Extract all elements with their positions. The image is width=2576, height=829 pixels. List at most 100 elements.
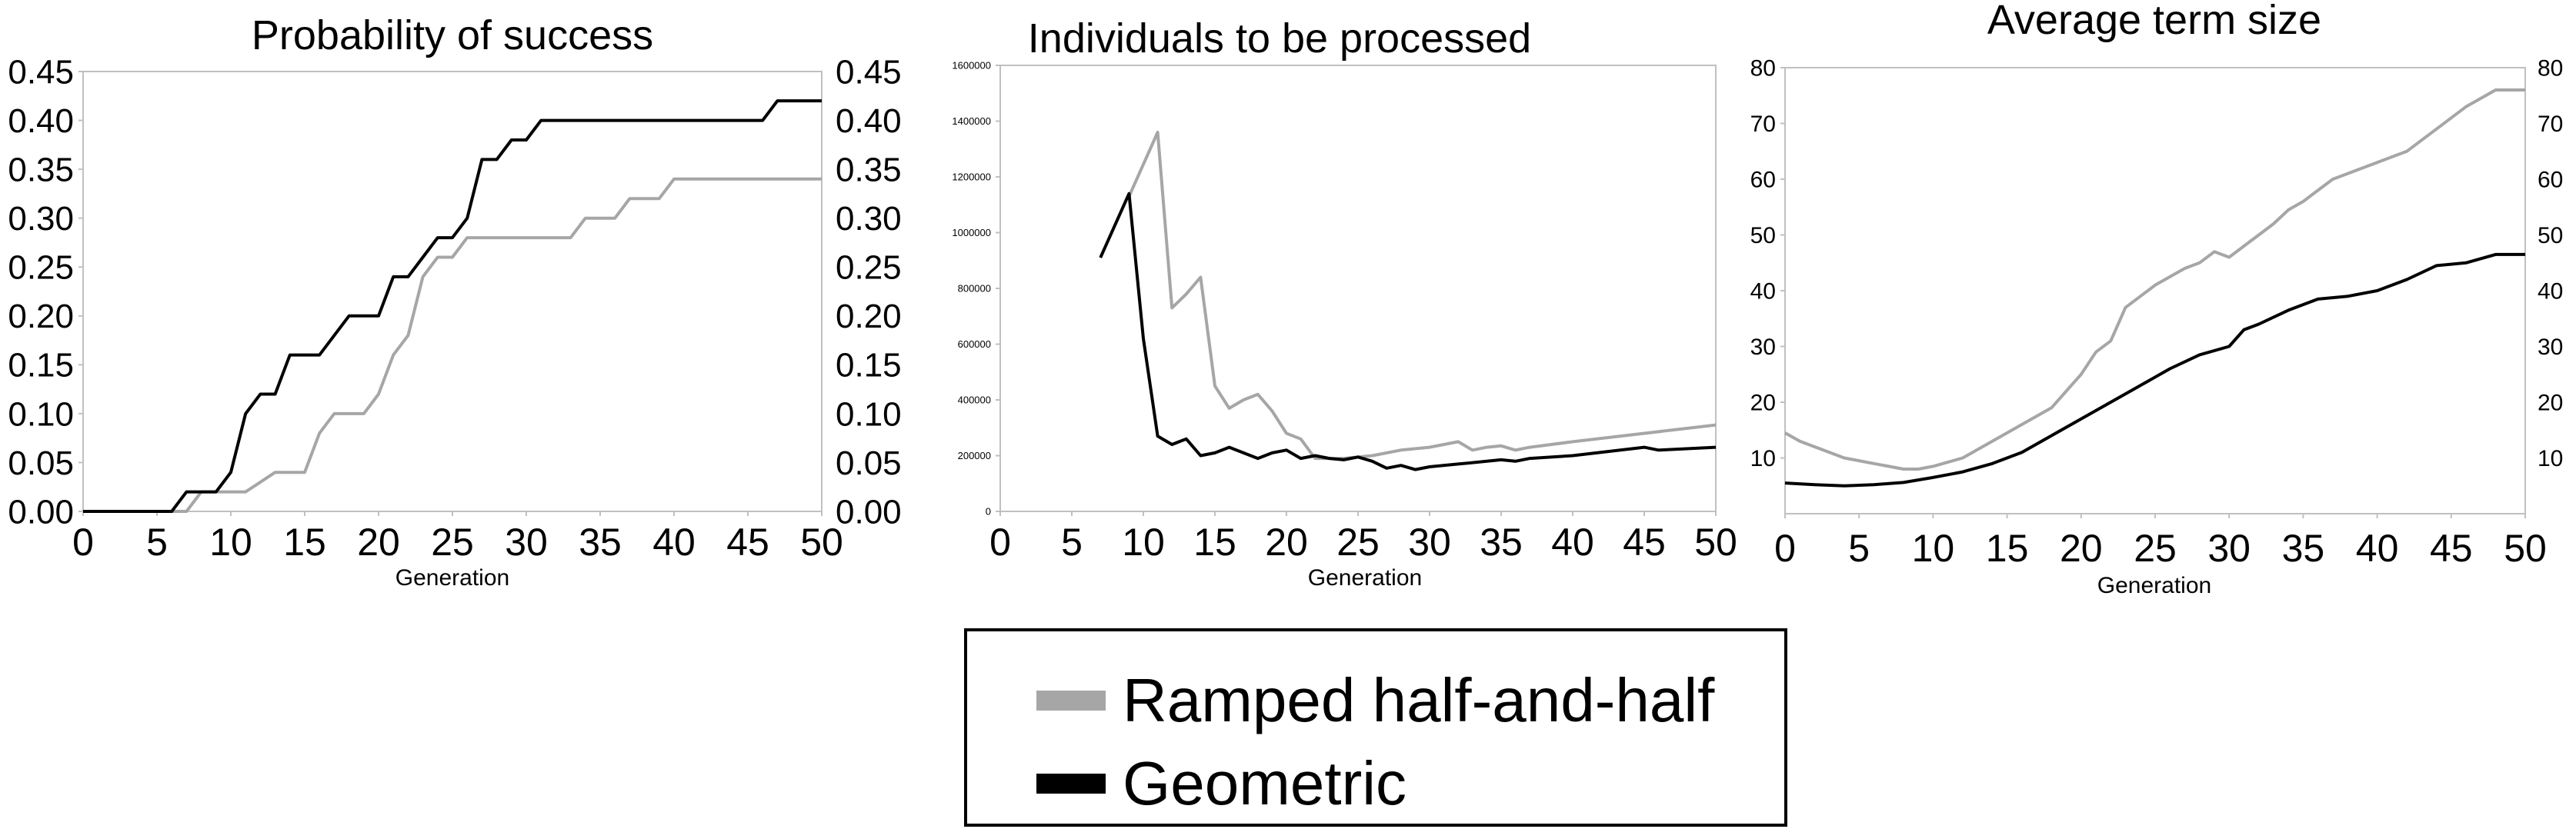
y-tick-label: 30	[1750, 335, 1776, 360]
y-tick-label: 1600000	[952, 60, 991, 72]
x-tick-label: 40	[652, 521, 696, 564]
x-tick-label: 45	[726, 521, 769, 564]
x-tick-label: 35	[579, 521, 622, 564]
x-tick-label: 25	[2134, 527, 2177, 570]
y-tick-label: 60	[1750, 168, 1776, 193]
y-tick-label-right: 40	[2538, 279, 2563, 305]
y-tick-label: 800000	[958, 283, 991, 295]
chart-individuals-to-be-processed: Individuals to be processed 0 200000 40000…	[952, 15, 1737, 591]
y-tick-label: 1000000	[952, 227, 991, 238]
chart-probability-of-success: Probability of success 0.00 0.000.05 0.050…	[8, 12, 901, 591]
y-tick-label-right: 0.15	[836, 347, 902, 385]
series-group	[1099, 131, 1717, 471]
x-tick-label: 30	[2207, 527, 2251, 570]
y-tick-label: 0.10	[8, 395, 74, 433]
axes: 0 200000 400000 600000 800000 1000000 1200000 1…	[952, 60, 1737, 564]
y-tick-label: 0.25	[8, 249, 74, 287]
y-tick-label-right: 50	[2538, 223, 2563, 248]
x-tick-label: 35	[2282, 527, 2325, 570]
x-tick-label: 10	[209, 521, 252, 564]
series-line-geometric	[1099, 191, 1717, 471]
x-tick-label: 50	[2504, 527, 2547, 570]
x-tick-label: 0	[1774, 527, 1796, 570]
axes: 0.00 0.00 0.05 0.05 0.10 0.10 0.15 0.15 0.20 0.20…	[8, 53, 901, 564]
x-tick-label: 10	[1912, 527, 1955, 570]
series-line-ramped	[1127, 131, 1717, 461]
y-tick-label: 80	[1750, 56, 1776, 82]
x-axis-label: Generation	[395, 565, 509, 591]
chart-title: Probability of success	[252, 12, 653, 58]
y-tick-label-right: 0.30	[836, 200, 902, 238]
y-tick-label-right: 0.35	[836, 151, 902, 189]
x-tick-label: 0	[72, 521, 94, 564]
y-tick-label: 0.45	[8, 53, 74, 91]
y-tick-label-right: 60	[2538, 168, 2563, 193]
series-group	[1784, 88, 2525, 488]
x-tick-label: 5	[146, 521, 168, 564]
y-tick-label-right: 80	[2538, 56, 2563, 82]
axes: 10 10 20 20 30 30 40 40 50 50 60 60 70 70 80 80 0 5 10 15 20…	[1750, 56, 2564, 571]
legend-label: Geometric	[1123, 749, 1406, 817]
y-tick-label: 0.05	[8, 444, 74, 482]
y-tick-label: 40	[1750, 279, 1776, 305]
y-tick-label: 0.40	[8, 102, 74, 140]
y-tick-label: 70	[1750, 112, 1776, 137]
x-tick-label: 30	[1408, 521, 1451, 564]
series-line-ramped	[83, 177, 822, 513]
x-tick-label: 20	[357, 521, 400, 564]
x-tick-label: 10	[1122, 521, 1165, 564]
x-tick-label: 25	[431, 521, 474, 564]
x-tick-label: 50	[1694, 521, 1737, 564]
y-tick-label-right: 0.20	[836, 298, 902, 335]
y-tick-label: 400000	[958, 395, 991, 406]
series-group	[83, 99, 822, 513]
y-tick-label: 0	[986, 506, 991, 518]
x-tick-label: 25	[1336, 521, 1380, 564]
y-tick-label-right: 30	[2538, 335, 2563, 360]
legend-swatch	[1036, 691, 1106, 711]
x-tick-label: 35	[1480, 521, 1523, 564]
chart-average-term-size: Average term size 10 10 20 20 30 30 40 40 50 50 60…	[1750, 0, 2564, 598]
y-tick-label: 50	[1750, 223, 1776, 248]
y-tick-label: 200000	[958, 450, 991, 461]
legend-item-ramped: Ramped half-and-half	[1036, 662, 1714, 739]
y-tick-label: 1200000	[952, 171, 991, 183]
x-tick-label: 20	[2060, 527, 2103, 570]
x-tick-label: 40	[1551, 521, 1594, 564]
plot-frame	[1784, 67, 2526, 514]
legend: Ramped half-and-half Geometric	[964, 628, 1787, 827]
y-tick-label-right: 20	[2538, 391, 2563, 416]
legend-label: Ramped half-and-half	[1123, 666, 1715, 734]
y-tick-label: 600000	[958, 338, 991, 350]
x-tick-label: 20	[1265, 521, 1308, 564]
chart-title: Average term size	[1987, 0, 2321, 43]
y-tick-label-right: 70	[2538, 112, 2563, 137]
x-tick-label: 15	[283, 521, 326, 564]
y-tick-label-right: 0.25	[836, 249, 902, 287]
y-tick-label-right: 10	[2538, 446, 2563, 471]
x-tick-label: 5	[1061, 521, 1083, 564]
x-tick-label: 45	[2430, 527, 2473, 570]
series-line-ramped	[1784, 88, 2525, 471]
x-tick-label: 40	[2356, 527, 2399, 570]
chart-title: Individuals to be processed	[1028, 15, 1531, 62]
y-tick-label: 10	[1750, 446, 1776, 471]
x-tick-label: 15	[1193, 521, 1236, 564]
x-tick-label: 45	[1623, 521, 1666, 564]
x-tick-label: 15	[1986, 527, 2029, 570]
series-line-geometric	[1784, 252, 2525, 488]
plot-frame	[82, 71, 823, 512]
x-axis-label: Generation	[2097, 573, 2211, 598]
y-tick-label-right: 0.10	[836, 395, 902, 433]
series-line-geometric	[83, 99, 822, 513]
x-tick-label: 0	[989, 521, 1011, 564]
y-tick-label: 0.30	[8, 200, 74, 238]
y-tick-label: 0.35	[8, 151, 74, 189]
y-tick-label: 0.20	[8, 298, 74, 335]
legend-swatch	[1036, 774, 1106, 794]
y-tick-label: 1400000	[952, 115, 991, 127]
y-tick-label-right: 0.40	[836, 102, 902, 140]
x-tick-label: 50	[800, 521, 843, 564]
y-tick-label-right: 0.00	[836, 493, 902, 531]
